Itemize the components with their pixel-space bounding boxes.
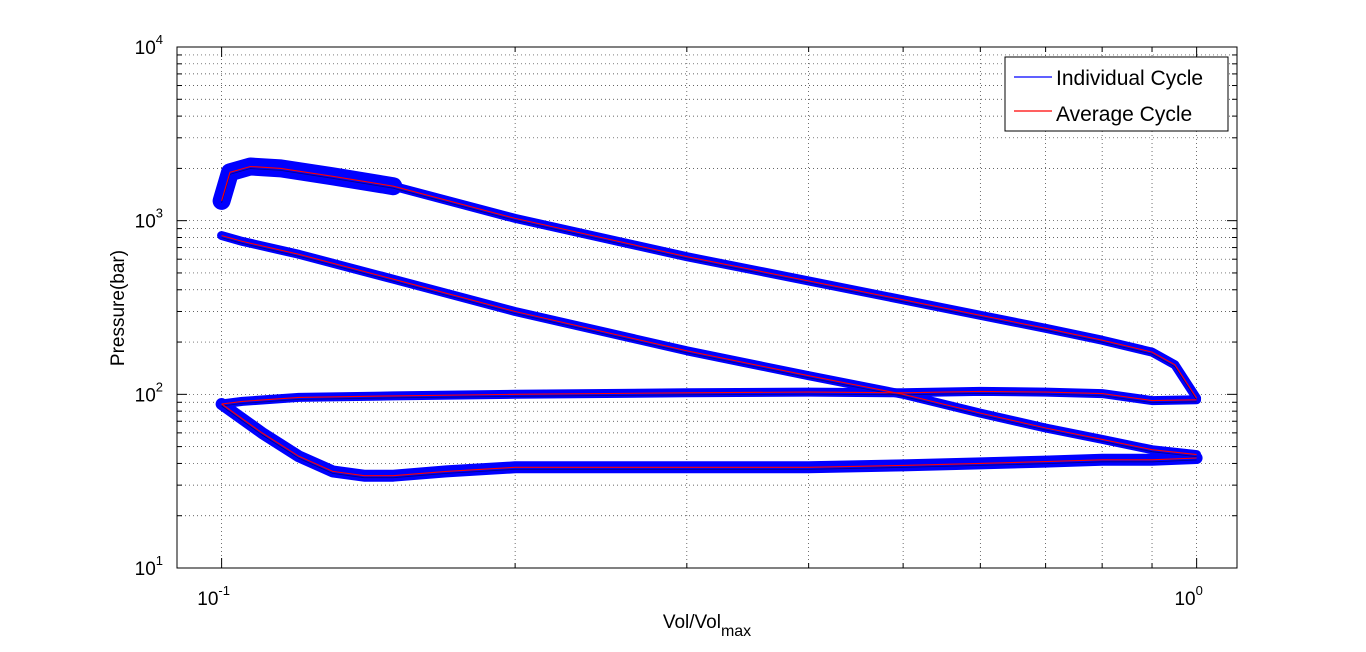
legend-box <box>1004 56 1229 132</box>
individual-cycle-strand-compression <box>221 237 1197 457</box>
y-tick-label: 103 <box>135 206 163 233</box>
series-layer <box>212 157 1203 482</box>
average-cycle-line-expansion <box>221 165 1198 399</box>
average-cycle-line-exhaust <box>221 390 1197 405</box>
x-tick-label: 10-1 <box>197 583 230 610</box>
y-tick-label: 104 <box>135 32 163 59</box>
individual-cycle-strand-intake <box>221 405 1197 479</box>
average-cycle-line-intake <box>221 403 1197 477</box>
x-axis-label: Vol/Volmax <box>663 612 751 640</box>
legend: Individual Cycle Average Cycle <box>1004 56 1229 132</box>
tick-marks <box>176 46 1237 569</box>
tick-labels: 10-1 100 101 102 103 104 <box>135 32 1203 610</box>
legend-label-individual-cycle: Individual Cycle <box>1056 67 1203 90</box>
y-tick-label: 102 <box>135 379 163 406</box>
legend-label-average-cycle: Average Cycle <box>1056 103 1192 126</box>
x-tick-label: 100 <box>1174 583 1202 610</box>
average-cycle-line-compression <box>221 235 1197 456</box>
plot-area <box>177 47 1237 568</box>
axes-box <box>176 46 1238 569</box>
individual-cycle-strand-expansion <box>221 168 1197 401</box>
y-axis-label: Pressure(bar) <box>108 250 129 366</box>
y-tick-label: 101 <box>135 553 163 580</box>
individual-cycle-strand-exhaust <box>221 392 1197 407</box>
